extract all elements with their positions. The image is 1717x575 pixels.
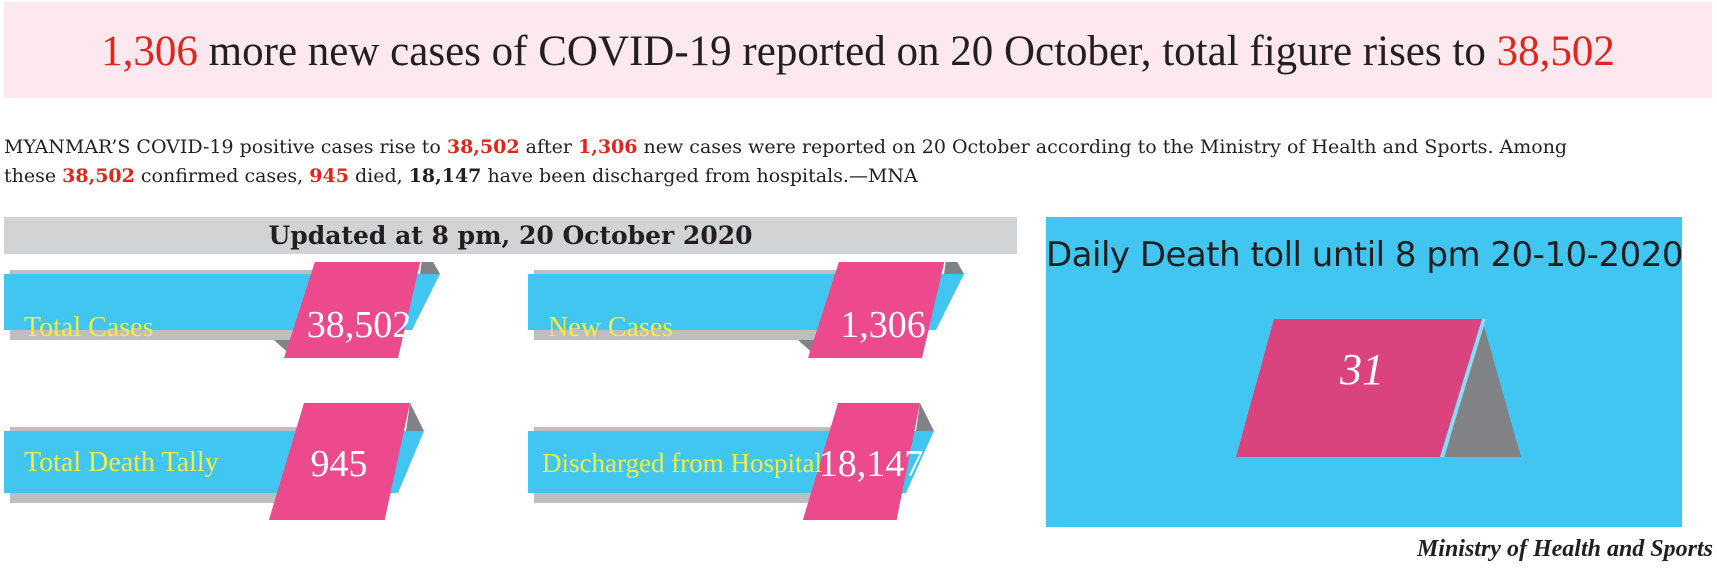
headline-text: more new cases of COVID-19 reported on 2… <box>197 28 1497 75</box>
intro-paragraph: MYANMAR’S COVID-19 positive cases rise t… <box>4 133 1716 191</box>
intro-text-3: new cases were reported on 20 October ac… <box>637 136 1568 158</box>
daily-death-value: 31 <box>1340 345 1384 394</box>
stat-value: 38,502 <box>306 304 412 346</box>
daily-death-tag-graphic <box>1236 319 1521 457</box>
intro-text-5: confirmed cases, <box>134 165 310 187</box>
daily-death-title: Daily Death toll until 8 pm 20-10-2020 <box>1046 235 1683 275</box>
stat-label: Total Death Tally <box>24 447 219 478</box>
stat-discharged: Discharged from Hospital 18,147 <box>528 395 1018 520</box>
headline-new-cases: 1,306 <box>101 28 198 75</box>
intro-new-cases: 1,306 <box>577 136 638 158</box>
stat-value: 945 <box>310 443 368 485</box>
ribbon-graphic <box>4 403 424 520</box>
updated-banner: Updated at 8 pm, 20 October 2020 <box>4 217 1017 254</box>
stat-label: Discharged from Hospital <box>542 448 822 478</box>
daily-death-panel: Daily Death toll until 8 pm 20-10-2020 3… <box>1046 217 1683 527</box>
stat-value: 1,306 <box>840 304 926 346</box>
intro-text-7: have been discharged from hospitals.—MNA <box>481 165 918 187</box>
ribbon-graphic <box>528 262 964 358</box>
stat-label: Total Cases <box>24 312 154 343</box>
stat-label: New Cases <box>548 312 674 343</box>
headline-total: 38,502 <box>1496 28 1615 75</box>
ribbon-graphic <box>528 403 934 520</box>
source-credit: Ministry of Health and Sports <box>1416 536 1713 562</box>
stat-value: 18,147 <box>818 443 924 485</box>
stat-new-cases: New Cases 1,306 <box>528 262 1018 387</box>
intro-text-4: these <box>4 165 63 187</box>
headline: 1,306 more new cases of COVID-19 reporte… <box>4 2 1712 98</box>
intro-deaths: 945 <box>309 165 349 187</box>
intro-confirmed-cases: 38,502 <box>62 165 135 187</box>
intro-text-2: after <box>519 136 578 158</box>
stat-total-death-tally: Total Death Tally 945 <box>4 395 494 520</box>
intro-discharged: 18,147 <box>408 165 482 187</box>
intro-text-6: died, <box>348 165 409 187</box>
ribbon-graphic <box>4 262 440 358</box>
intro-total-cases: 38,502 <box>446 136 520 158</box>
stat-total-cases: Total Cases 38,502 <box>4 262 494 387</box>
intro-text-1: MYANMAR’S COVID-19 positive cases rise t… <box>4 136 447 158</box>
